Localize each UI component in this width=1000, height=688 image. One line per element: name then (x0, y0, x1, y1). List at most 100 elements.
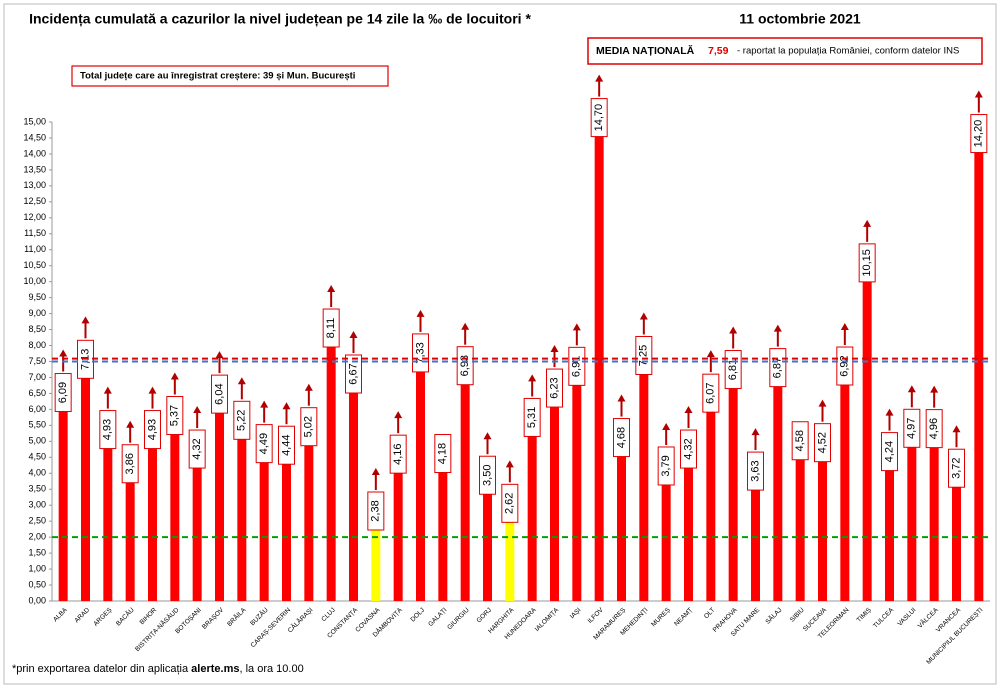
y-tick-label: 7,00 (28, 372, 46, 382)
average-box (587, 37, 983, 65)
value-label: 8,11 (325, 318, 337, 339)
increase-arrowhead (371, 467, 380, 475)
y-tick-label: 5,00 (28, 436, 46, 446)
value-label-box (233, 400, 251, 440)
bar (818, 456, 827, 601)
value-label-box (680, 429, 697, 469)
increase-arrowhead (170, 372, 179, 380)
y-tick-label: 6,50 (28, 388, 46, 398)
bar (393, 468, 403, 601)
chart-date: 11 octombrie 2021 (739, 11, 861, 27)
value-label: 3,86 (124, 453, 136, 474)
increase-arrowhead (103, 386, 112, 394)
bar (416, 366, 425, 601)
value-label-box (54, 373, 72, 413)
bar (148, 443, 157, 601)
y-tick-label: 3,50 (28, 484, 46, 494)
y-tick-label: 8,50 (28, 324, 46, 334)
value-label: 4,68 (615, 427, 627, 448)
y-tick-label: 2,50 (28, 516, 46, 526)
increase-arrowhead (595, 74, 604, 82)
value-label-box (613, 418, 630, 458)
y-tick-label: 13,00 (23, 180, 46, 190)
value-label-box (925, 409, 943, 449)
value-label-box (970, 114, 988, 154)
value-label: 4,58 (794, 430, 806, 451)
value-label: 5,22 (236, 410, 248, 431)
value-label-box (434, 434, 452, 474)
y-tick-label: 12,00 (23, 212, 46, 222)
y-tick-label: 10,50 (23, 260, 46, 270)
value-label: 6,67 (347, 363, 359, 384)
increase-arrowhead (974, 90, 983, 98)
increase-arrowhead (773, 324, 782, 332)
increase-arrowhead (193, 406, 202, 414)
y-tick-label: 12,50 (23, 196, 46, 206)
y-tick-label: 8,00 (28, 340, 46, 350)
y-tick-label: 2,00 (28, 532, 46, 542)
value-label-box (501, 483, 519, 523)
bar (259, 457, 269, 601)
y-tick-label: 0,50 (28, 579, 46, 589)
value-label: 2,38 (370, 500, 382, 521)
increase-arrowhead (930, 385, 939, 393)
value-label-box (724, 350, 742, 390)
bar (550, 402, 559, 601)
increase-arrowhead (394, 411, 403, 419)
value-label-box (345, 354, 362, 394)
bar (952, 482, 961, 601)
bar (661, 479, 671, 601)
y-tick-label: 9,50 (28, 292, 46, 302)
value-label-box (121, 444, 139, 484)
increase-arrowhead (260, 400, 269, 408)
value-label: 3,50 (481, 465, 493, 486)
value-label-box (903, 408, 921, 448)
y-tick-label: 5,50 (28, 420, 46, 430)
chart-title: Incidența cumulată a cazurilor la nivel … (29, 11, 531, 27)
footnote-bold: alerte.ms (191, 663, 239, 675)
increase-arrowhead (282, 402, 291, 410)
value-label: 2,62 (504, 493, 516, 514)
value-label-box (836, 346, 854, 386)
value-label: 5,31 (526, 407, 538, 428)
value-label: 4,24 (883, 441, 895, 462)
value-label: 4,44 (280, 435, 292, 456)
bar (483, 489, 492, 601)
bar (505, 517, 515, 601)
increase-arrowhead (952, 425, 961, 433)
value-label: 14,20 (973, 120, 985, 148)
bar (974, 147, 984, 601)
value-label: 7,25 (638, 345, 650, 366)
value-label-box (791, 421, 809, 461)
bar (237, 434, 247, 601)
increase-note: Total județe care au înregistrat creșter… (80, 71, 355, 82)
bar (371, 524, 381, 601)
y-tick-label: 3,00 (28, 500, 46, 510)
value-label-box (590, 98, 608, 138)
value-label: 4,52 (816, 432, 828, 453)
value-label-box (322, 308, 340, 348)
y-tick-label: 1,50 (28, 547, 46, 557)
bar (125, 477, 135, 601)
bar (706, 407, 716, 601)
value-label: 6,04 (213, 383, 225, 404)
value-label-box (479, 455, 496, 495)
value-label-box (389, 434, 407, 474)
footnote-text: *prin exportarea datelor din aplicația (12, 663, 191, 675)
bar (349, 388, 358, 601)
increase-arrowhead (907, 385, 916, 393)
bar (684, 463, 693, 601)
value-label: 3,63 (749, 460, 761, 481)
y-tick-label: 10,00 (23, 276, 46, 286)
value-label-box (546, 368, 563, 408)
bar (617, 451, 626, 601)
value-label-box (99, 410, 117, 450)
value-label: 6,09 (57, 382, 69, 403)
value-label-box (188, 429, 206, 469)
increase-arrowhead (729, 326, 738, 334)
y-tick-label: 9,00 (28, 308, 46, 318)
y-tick-label: 14,00 (23, 148, 46, 158)
value-label-box (144, 410, 161, 450)
frame (3, 3, 997, 685)
bar (929, 442, 939, 601)
